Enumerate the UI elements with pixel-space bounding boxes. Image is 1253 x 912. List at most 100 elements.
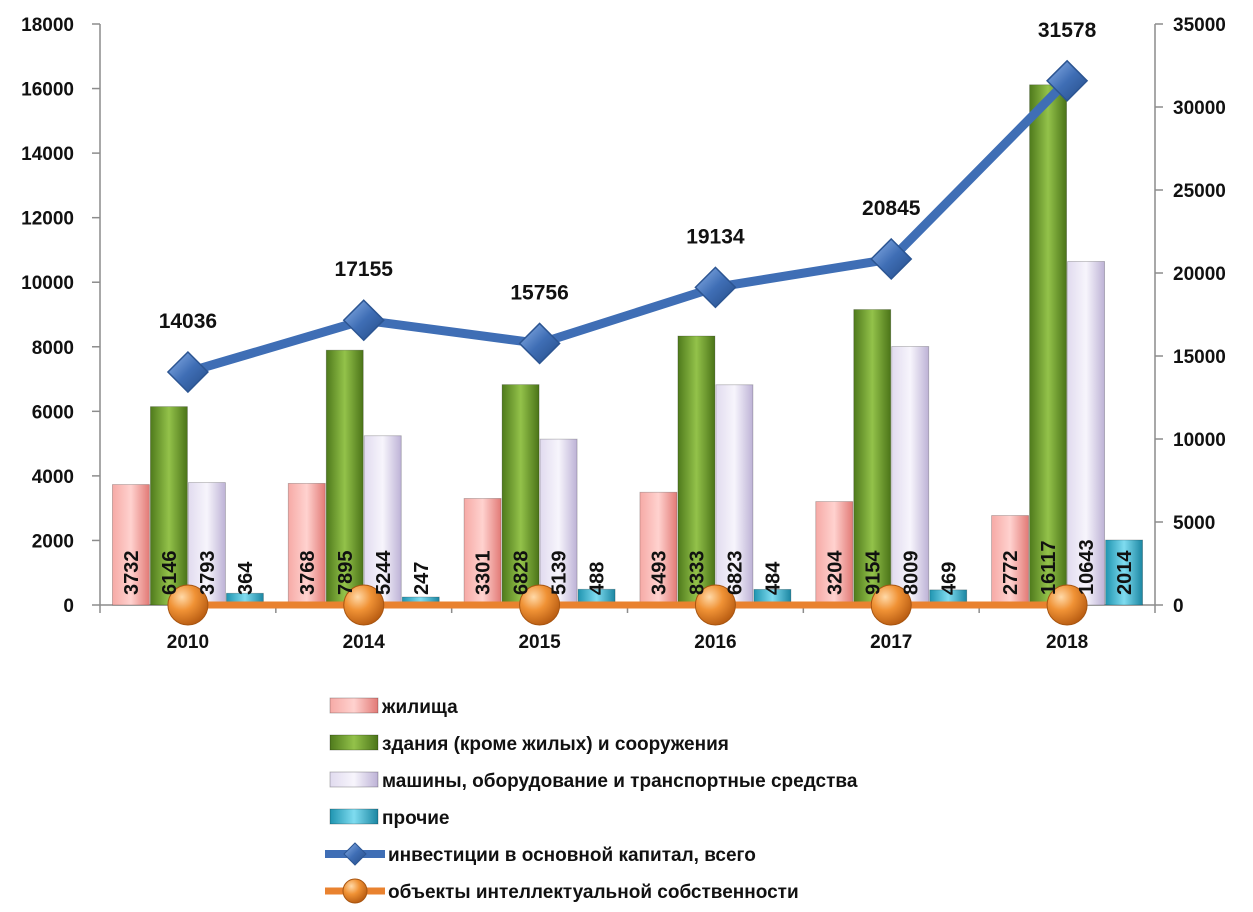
ip-objects-marker bbox=[694, 584, 736, 626]
legend-swatch-marker bbox=[342, 878, 368, 904]
x-category-label: 2010 bbox=[167, 632, 209, 653]
bar-1-2018 bbox=[1029, 84, 1067, 606]
bar-1-2015 bbox=[501, 384, 540, 606]
bar-0-2014 bbox=[287, 482, 326, 606]
total-investment-label: 15756 bbox=[510, 281, 568, 304]
bar-value-label: 5139 bbox=[549, 551, 571, 596]
data-labels: 3732 3768 3301 3493 3204 2772 6146 7895 6828 8333… bbox=[121, 19, 1136, 595]
legend-swatch-marker bbox=[343, 842, 367, 866]
total-investment-marker bbox=[342, 299, 385, 342]
axes: 0 2000 4000 6000 8000 10000 12000 14000 16000 180… bbox=[21, 15, 1226, 653]
bar-value-label: 16117 bbox=[1038, 540, 1060, 595]
bar-value-label: 2772 bbox=[1000, 551, 1022, 595]
legend: жилища здания (кроме жилых) и сооружения м… bbox=[325, 697, 858, 904]
bar-value-label: 364 bbox=[235, 561, 257, 595]
legend-swatch bbox=[329, 808, 379, 825]
y-right-tick-label: 25000 bbox=[1173, 181, 1226, 202]
ip-objects-marker bbox=[519, 584, 561, 626]
legend-swatch bbox=[329, 734, 379, 751]
bar-value-label: 484 bbox=[762, 561, 784, 595]
y-right-tick-label: 0 bbox=[1173, 596, 1184, 617]
y-left-tick-label: 14000 bbox=[21, 144, 74, 165]
total-investment-label: 19134 bbox=[686, 225, 745, 248]
bar-value-label: 7895 bbox=[335, 551, 357, 596]
bar-value-label: 6823 bbox=[724, 551, 746, 596]
legend-label: инвестиции в основной капитал, всего bbox=[388, 845, 756, 866]
legend-label: объекты интеллектуальной собственности bbox=[388, 882, 799, 903]
bar-value-label: 5244 bbox=[373, 550, 395, 595]
legend-label: здания (кроме жилых) и сооружения bbox=[382, 734, 729, 755]
bar-value-label: 3493 bbox=[648, 551, 670, 596]
bar-value-label: 3204 bbox=[824, 550, 846, 595]
legend-swatch bbox=[329, 697, 379, 714]
bar-1-2017 bbox=[853, 309, 892, 606]
bar-value-label: 3768 bbox=[297, 551, 319, 596]
bar-0-2017 bbox=[815, 501, 854, 606]
y-left-tick-label: 8000 bbox=[32, 338, 74, 359]
y-right-tick-label: 30000 bbox=[1173, 98, 1226, 119]
bar-2-2015 bbox=[539, 438, 578, 606]
bar-2-2016 bbox=[715, 384, 754, 606]
bar-value-label: 488 bbox=[587, 562, 609, 595]
bar-value-label: 9154 bbox=[862, 550, 884, 595]
ip-objects-marker bbox=[1046, 584, 1088, 626]
bar-value-label: 6146 bbox=[159, 551, 181, 596]
bar-1-2016 bbox=[677, 335, 716, 606]
x-category-label: 2014 bbox=[343, 632, 386, 653]
bar-0-2018 bbox=[991, 515, 1029, 606]
y-left-tick-label: 16000 bbox=[21, 80, 74, 101]
legend-label: машины, оборудование и транспортные сред… bbox=[382, 771, 858, 792]
total-investment-label: 31578 bbox=[1038, 19, 1097, 42]
bar-2-2010 bbox=[188, 482, 226, 606]
x-category-label: 2016 bbox=[694, 632, 736, 653]
x-category-label: 2015 bbox=[518, 632, 561, 653]
ip-objects-marker bbox=[167, 584, 209, 626]
y-left-tick-label: 6000 bbox=[32, 402, 74, 423]
x-category-label: 2018 bbox=[1046, 632, 1088, 653]
bar-1-2010 bbox=[150, 406, 188, 606]
bar-2-2014 bbox=[363, 435, 402, 606]
y-left-tick-label: 4000 bbox=[32, 467, 74, 488]
bar-2-2017 bbox=[891, 346, 930, 606]
bar-value-label: 3793 bbox=[197, 551, 219, 596]
y-right-tick-label: 10000 bbox=[1173, 430, 1226, 451]
total-investment-marker bbox=[694, 266, 737, 309]
legend-swatch bbox=[329, 771, 379, 788]
y-left-tick-label: 18000 bbox=[21, 15, 74, 36]
y-left-tick-label: 2000 bbox=[32, 531, 74, 552]
total-investment-label: 14036 bbox=[159, 310, 217, 333]
total-investment-marker bbox=[166, 350, 209, 394]
bar-1-2014 bbox=[325, 349, 364, 606]
y-right-tick-label: 15000 bbox=[1173, 347, 1226, 368]
bars bbox=[112, 84, 1143, 606]
legend-label: жилища bbox=[381, 697, 458, 718]
total-investment-label: 20845 bbox=[862, 197, 921, 220]
x-category-label: 2017 bbox=[870, 632, 912, 653]
bar-value-label: 2014 bbox=[1114, 550, 1136, 595]
bar-3-2018 bbox=[1105, 539, 1143, 606]
bar-2-2018 bbox=[1067, 261, 1105, 606]
bar-value-label: 3732 bbox=[121, 551, 143, 596]
ip-objects-marker bbox=[870, 584, 912, 626]
y-right-tick-label: 20000 bbox=[1173, 264, 1226, 285]
bar-0-2015 bbox=[463, 498, 502, 606]
total-investment-marker bbox=[518, 322, 561, 365]
legend-label: прочие bbox=[382, 808, 450, 829]
bar-value-label: 8009 bbox=[900, 551, 922, 596]
y-left-tick-label: 0 bbox=[63, 596, 74, 617]
bar-value-label: 6828 bbox=[511, 551, 533, 596]
bar-value-label: 8333 bbox=[686, 551, 708, 596]
bar-0-2010 bbox=[112, 484, 150, 606]
total-investment-marker bbox=[1046, 59, 1089, 102]
y-left-tick-label: 12000 bbox=[21, 209, 74, 230]
y-left-tick-label: 10000 bbox=[21, 273, 74, 294]
ip-objects-marker bbox=[343, 584, 385, 626]
total-investment-marker bbox=[870, 237, 913, 281]
lines bbox=[166, 59, 1089, 626]
bar-value-label: 10643 bbox=[1076, 539, 1098, 595]
total-investment-label: 17155 bbox=[335, 258, 394, 281]
y-right-tick-label: 5000 bbox=[1173, 513, 1215, 534]
y-right-tick-label: 35000 bbox=[1173, 15, 1226, 36]
bar-value-label: 3301 bbox=[473, 551, 495, 596]
